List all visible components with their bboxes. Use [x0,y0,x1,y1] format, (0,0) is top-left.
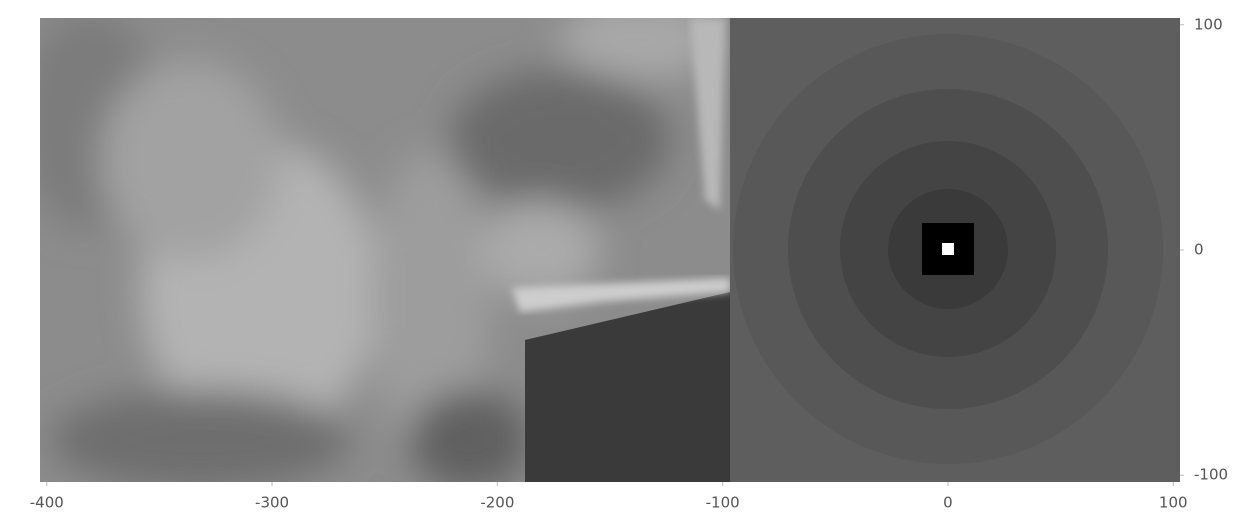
chart: -400 -300 -200 -100 0 100 -100 0 100 [0,0,1244,523]
image-right-panel [730,18,1180,482]
y-tick-label: 100 [1194,15,1223,33]
x-tick-label: 100 [1159,494,1188,512]
image [20,0,1180,490]
x-tick-label: -300 [255,494,289,512]
image-left-panel [20,0,730,490]
x-tick-label: -100 [706,494,740,512]
x-tick-label: 0 [943,494,953,512]
y-tick-label: 0 [1194,241,1204,259]
y-tick-label: -100 [1194,466,1228,484]
x-tick-label: -200 [480,494,514,512]
x-tick-label: -400 [30,494,64,512]
